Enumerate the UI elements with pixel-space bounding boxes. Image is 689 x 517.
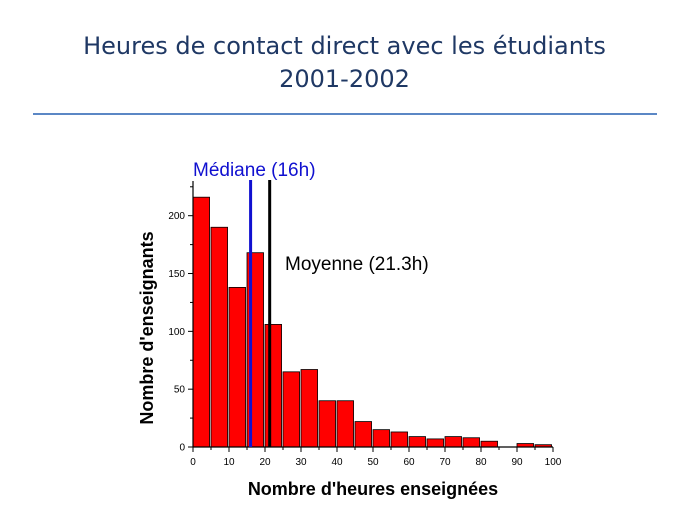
bar [354,421,372,448]
x-tick-label: 60 [403,457,415,468]
y-tick-label: 200 [168,211,185,222]
bar [228,286,246,448]
x-tick-label: 30 [295,457,307,468]
reference-lines [249,180,272,447]
slide-title: Heures de contact direct avec les étudia… [0,30,689,96]
bar [192,196,210,448]
bar [336,400,354,448]
bar [318,400,336,448]
x-tick-label: 10 [223,457,235,468]
slide-title-line1: Heures de contact direct avec les étudia… [83,32,606,60]
y-axis-label: Nombre d'enseignants [137,231,157,424]
bar [408,436,426,448]
y-tick-label: 0 [179,443,185,454]
slide-title-line2: 2001-2002 [279,65,410,93]
x-axis-label: Nombre d'heures enseignées [248,479,498,499]
bar [210,226,228,448]
x-tick-label: 80 [475,457,487,468]
median-label: Médiane (16h) [193,160,316,181]
x-tick-label: 70 [439,457,451,468]
bar [300,369,318,448]
y-tick-label: 100 [168,327,185,338]
y-tick-label: 150 [168,269,185,280]
bar [282,371,300,448]
x-tick-label: 40 [331,457,343,468]
x-tick-label: 90 [511,457,523,468]
bar [264,324,282,448]
bar [480,440,498,448]
title-divider [33,113,657,115]
mean-label: Moyenne (21.3h) [285,254,429,275]
bar [372,429,390,448]
bar [462,437,480,448]
x-tick-label: 0 [190,457,196,468]
y-ticks: 0 50 100 150 200 [168,186,193,454]
bar [444,436,462,448]
x-ticks: 0 10 20 30 40 50 60 70 80 90 100 [190,447,562,468]
bars-group [192,196,552,448]
bar [390,431,408,448]
y-tick-label: 50 [174,385,186,396]
bar [426,438,444,448]
x-tick-label: 100 [545,457,562,468]
x-tick-label: 50 [367,457,379,468]
x-tick-label: 20 [259,457,271,468]
